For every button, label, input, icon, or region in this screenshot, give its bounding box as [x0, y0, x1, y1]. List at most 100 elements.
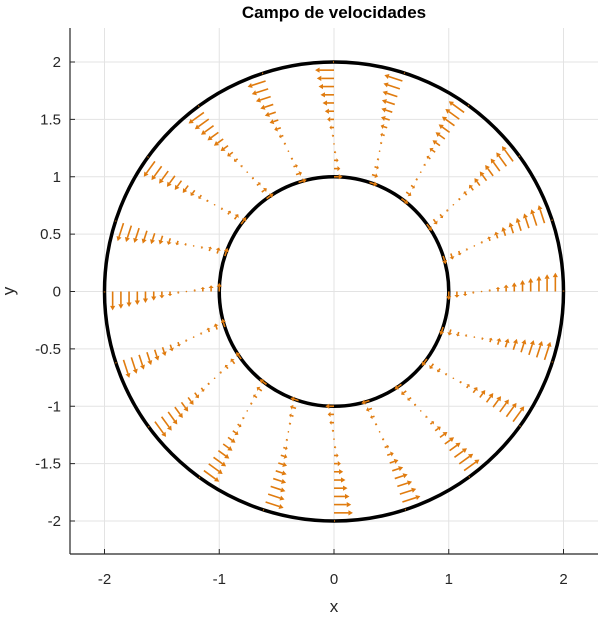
velocity-arrow [260, 103, 274, 110]
velocity-arrow [222, 443, 233, 451]
y-axis-label: y [0, 286, 18, 295]
velocity-arrow [289, 413, 294, 418]
velocity-arrow [520, 339, 527, 353]
velocity-arrow [194, 392, 200, 399]
velocity-arrow [290, 396, 299, 402]
velocity-arrow [203, 469, 220, 482]
velocity-arrow [378, 431, 381, 433]
velocity-arrow [161, 346, 167, 356]
velocity-arrow [269, 119, 279, 125]
y-tick-label: 1.5 [40, 111, 61, 128]
velocity-arrow [374, 422, 378, 426]
velocity-arrow [256, 182, 261, 187]
velocity-arrow [283, 446, 288, 451]
velocity-arrow [404, 508, 407, 511]
velocity-arrow [425, 415, 428, 419]
velocity-arrow [142, 291, 149, 303]
velocity-arrow [192, 245, 195, 247]
velocity-arrow [365, 406, 373, 412]
velocity-arrow [138, 354, 145, 370]
velocity-arrow [334, 510, 353, 516]
velocity-arrow [380, 132, 385, 137]
velocity-arrow [174, 180, 183, 190]
velocity-arrow [334, 150, 337, 154]
velocity-arrow [446, 209, 449, 212]
velocity-arrow [334, 166, 341, 172]
velocity-arrow [512, 406, 525, 423]
velocity-arrow [133, 227, 140, 243]
velocity-arrow [159, 170, 169, 184]
velocity-arrow [405, 191, 412, 197]
velocity-arrow [227, 436, 236, 443]
velocity-arrow [480, 290, 483, 293]
velocity-arrow [452, 203, 455, 206]
velocity-arrow [215, 247, 221, 254]
y-tick-labels: 2 1.5 1 0.5 0 -0.5 -1 -1.5 -2 [35, 54, 61, 530]
velocity-arrow [481, 337, 484, 340]
velocity-arrow [185, 290, 188, 293]
velocity-arrow [448, 101, 465, 114]
velocity-arrow [449, 253, 455, 260]
velocity-arrow [213, 377, 216, 380]
x-tick-label: 1 [445, 571, 453, 588]
velocity-arrow [458, 453, 474, 465]
velocity-arrow [494, 231, 500, 239]
velocity-arrow [419, 410, 422, 412]
velocity-arrow [240, 217, 247, 225]
velocity-arrow [159, 291, 165, 299]
velocity-arrow [114, 220, 117, 222]
velocity-arrow [103, 291, 106, 293]
velocity-arrow [176, 341, 181, 347]
velocity-arrow [190, 189, 196, 196]
velocity-arrow [334, 477, 346, 483]
velocity-arrow [415, 178, 418, 181]
velocity-arrows [103, 60, 565, 523]
velocity-arrow [334, 519, 336, 523]
velocity-arrow [473, 336, 476, 338]
velocity-arrow [332, 60, 334, 64]
velocity-arrow [463, 191, 468, 196]
velocity-arrow [220, 207, 224, 211]
velocity-arrow [334, 493, 350, 500]
velocity-arrow [550, 219, 554, 221]
velocity-arrow [187, 396, 194, 405]
velocity-arrow [407, 396, 412, 401]
velocity-arrow [322, 100, 334, 106]
velocity-arrow [251, 88, 269, 96]
x-tick-label: -2 [98, 571, 111, 588]
velocity-arrow [270, 485, 286, 493]
velocity-arrow [508, 222, 515, 234]
velocity-arrow [188, 111, 205, 124]
velocity-arrow [374, 165, 379, 170]
velocity-arrow [429, 363, 435, 369]
velocity-arrow [552, 272, 558, 292]
velocity-arrow [379, 141, 383, 145]
velocity-arrow [298, 178, 307, 184]
velocity-arrow [316, 75, 334, 82]
velocity-arrow [436, 368, 441, 373]
velocity-arrow [261, 187, 267, 193]
velocity-arrow [334, 461, 341, 467]
x-tick-label: 0 [330, 571, 338, 588]
velocity-arrow [519, 280, 526, 292]
velocity-arrow [518, 155, 521, 158]
velocity-arrow [453, 448, 467, 458]
velocity-arrow [295, 171, 303, 177]
velocity-arrow [153, 349, 160, 361]
velocity-arrow [192, 336, 195, 338]
velocity-arrow [334, 158, 339, 163]
velocity-arrow [247, 80, 266, 88]
velocity-arrow [253, 394, 258, 399]
velocity-arrow [487, 236, 492, 242]
velocity-arrow [166, 238, 172, 245]
velocity-arrow [160, 416, 172, 431]
velocity-arrow [399, 487, 417, 495]
velocity-arrow [320, 92, 334, 98]
velocity-arrow [536, 276, 542, 292]
velocity-arrow [435, 132, 446, 140]
velocity-arrow [519, 425, 521, 427]
velocity-arrow [327, 411, 334, 417]
velocity-arrow [237, 423, 242, 428]
velocity-arrow [265, 501, 284, 509]
velocity-arrow [220, 318, 226, 328]
